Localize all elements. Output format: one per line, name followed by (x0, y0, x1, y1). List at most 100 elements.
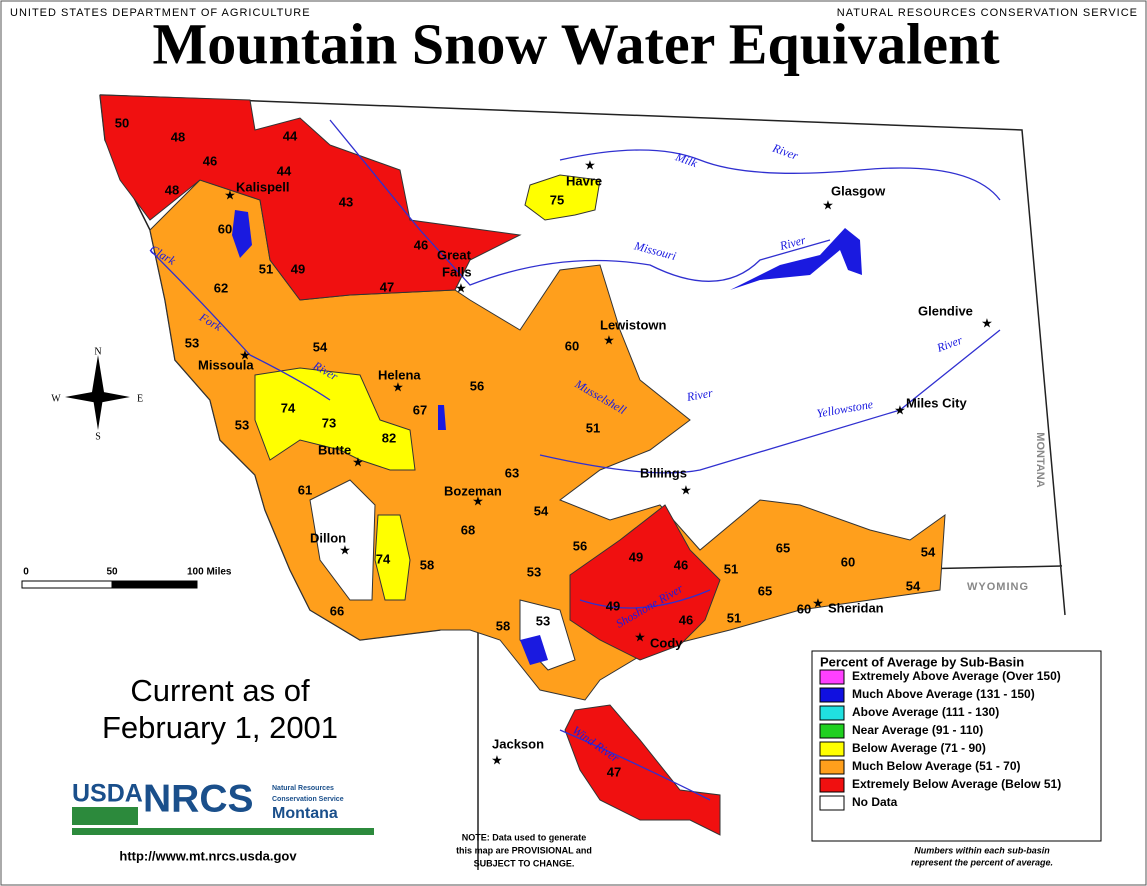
compass-rose (65, 391, 130, 403)
legend-label: Below Average (71 - 90) (852, 741, 986, 755)
city-star: ★ (455, 280, 467, 295)
basin-value: 49 (606, 598, 620, 613)
basin-value: 60 (565, 338, 579, 353)
river-line (539, 329, 1001, 474)
basin-value: 44 (283, 128, 298, 143)
basin-value: 60 (797, 601, 811, 616)
basin-value: 51 (259, 261, 273, 276)
scale-segment (111, 580, 198, 589)
footnote: represent the percent of average. (911, 857, 1053, 867)
logo-nrcs: NRCS (143, 777, 254, 820)
scale-bar: 0 50 100 Miles (21, 567, 232, 589)
region-extremely-below (99, 94, 522, 301)
basin-value: 66 (330, 603, 344, 618)
basin-value: 60 (218, 221, 232, 236)
region-below (374, 514, 411, 601)
lake (520, 635, 548, 665)
city-label: Jackson (492, 736, 544, 751)
city-star: ★ (239, 347, 251, 362)
logo-band (72, 807, 138, 825)
legend-label: Near Average (91 - 110) (852, 723, 983, 737)
rivers (149, 119, 1001, 801)
basin-value: 48 (165, 182, 179, 197)
river-line (329, 119, 831, 286)
logo-state: Montana (272, 805, 338, 822)
region-below (254, 367, 416, 471)
city-star: ★ (812, 595, 824, 610)
date-line: February 1, 2001 (102, 710, 338, 745)
basin-value: 49 (291, 261, 305, 276)
logo-rule (72, 828, 374, 835)
basin-value: 82 (382, 430, 396, 445)
compass: N E S W (51, 346, 143, 442)
city-label: Helena (378, 367, 421, 382)
basin-value: 43 (339, 194, 353, 209)
basin-value: 53 (185, 335, 199, 350)
river-label: River (685, 386, 714, 405)
basin-value: 49 (629, 549, 643, 564)
compass-label: E (137, 393, 143, 404)
city-star: ★ (603, 332, 615, 347)
legend-swatch (819, 741, 845, 757)
basins (99, 94, 946, 836)
city-label: Bozeman (444, 483, 502, 498)
basin-value: 44 (277, 163, 292, 178)
basin-value: 58 (420, 557, 434, 572)
river-label: River (777, 233, 807, 254)
city-label: Great (437, 247, 472, 262)
river-line (559, 149, 1001, 201)
city-label: Sheridan (828, 600, 884, 615)
basin-value: 53 (527, 564, 541, 579)
city-label: Dillon (310, 530, 346, 545)
compass-label: S (95, 431, 101, 442)
url: http://www.mt.nrcs.usda.gov (119, 848, 297, 863)
city-star: ★ (680, 482, 692, 497)
basin-value: 50 (115, 115, 129, 130)
compass-label: W (51, 393, 61, 404)
city-label: Lewistown (600, 317, 667, 332)
logo-agency: Natural Resources (272, 785, 334, 792)
city-star: ★ (224, 187, 236, 202)
basin-value: 54 (906, 578, 921, 593)
basin-value: 54 (921, 544, 936, 559)
basin-value: 51 (724, 561, 738, 576)
basin-value: 67 (413, 402, 427, 417)
basin-value: 46 (674, 557, 688, 572)
basin-value: 65 (776, 540, 790, 555)
basin-value: 53 (536, 613, 550, 628)
lake (730, 228, 862, 290)
city-label: Glasgow (831, 183, 886, 198)
region-below (524, 174, 601, 221)
basin-value: 73 (322, 415, 336, 430)
agency-left: UNITED STATES DEPARTMENT OF AGRICULTURE (10, 7, 311, 19)
basin-value: 60 (841, 554, 855, 569)
city-star: ★ (392, 379, 404, 394)
basin-value: 51 (586, 420, 600, 435)
basin-value: 46 (203, 153, 217, 168)
river-line (559, 729, 711, 801)
basin-value: 54 (313, 339, 328, 354)
legend-label: Much Below Average (51 - 70) (852, 759, 1021, 773)
legend-swatch (819, 723, 845, 739)
logo-agency: Conservation Service (272, 796, 344, 803)
basin-value: 75 (550, 192, 564, 207)
region-extremely-below (569, 504, 721, 661)
city-label: Falls (442, 264, 472, 279)
city-label: Miles City (906, 395, 967, 410)
river-line (149, 249, 331, 401)
region-extremely-below (564, 704, 721, 836)
basin-value: 63 (505, 465, 519, 480)
legend-title: Percent of Average by Sub-Basin (820, 654, 1024, 669)
basin-value: 54 (534, 503, 549, 518)
compass-label: N (94, 346, 101, 357)
basin-value: 51 (727, 610, 741, 625)
legend-box (811, 650, 1102, 842)
basin-value: 68 (461, 522, 475, 537)
legend-label: Extremely Below Average (Below 51) (852, 777, 1061, 791)
scale-label: 0 (23, 567, 29, 578)
city-star: ★ (894, 402, 906, 417)
lake (438, 405, 446, 430)
legend-swatch (819, 687, 845, 703)
basin-value: 47 (607, 764, 621, 779)
